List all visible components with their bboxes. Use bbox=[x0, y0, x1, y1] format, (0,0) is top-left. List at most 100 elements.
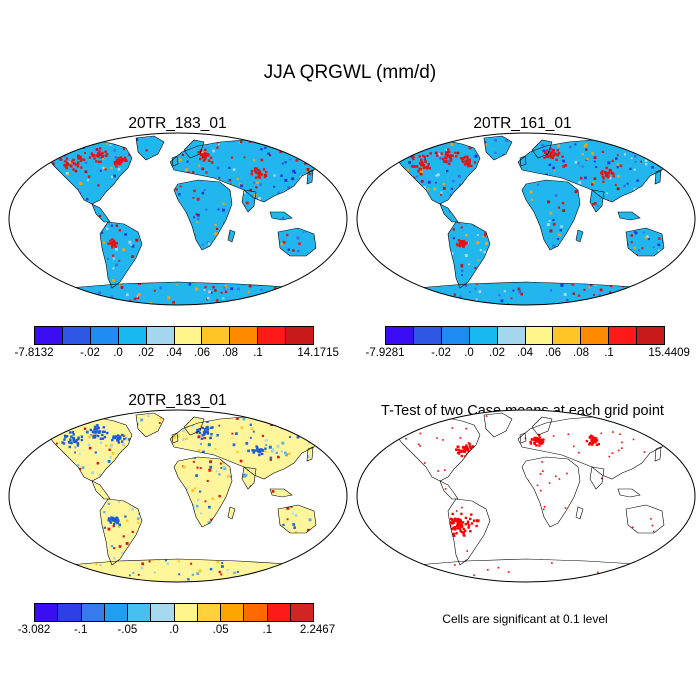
grid-cell bbox=[111, 242, 115, 245]
grid-cell bbox=[552, 435, 555, 437]
grid-cell bbox=[329, 567, 332, 570]
grid-cell bbox=[388, 563, 390, 566]
grid-cell bbox=[114, 520, 117, 523]
grid-cell bbox=[293, 171, 297, 174]
grid-cell bbox=[469, 517, 472, 521]
grid-cell bbox=[92, 154, 95, 158]
grid-cell bbox=[593, 156, 597, 159]
grid-cell bbox=[79, 155, 82, 159]
grid-cell bbox=[326, 278, 328, 280]
grid-cell bbox=[460, 226, 463, 229]
colorbar-swatch bbox=[151, 604, 175, 621]
colorbar-swatch bbox=[497, 327, 526, 344]
grid-cell bbox=[45, 138, 49, 142]
grid-cell bbox=[113, 243, 117, 246]
grid-cell bbox=[302, 231, 305, 234]
grid-cell bbox=[104, 150, 107, 153]
grid-cell bbox=[67, 144, 70, 148]
grid-cell bbox=[281, 216, 284, 219]
grid-cell bbox=[405, 139, 409, 143]
grid-cell bbox=[77, 302, 80, 305]
grid-cell bbox=[564, 164, 568, 167]
grid-cell bbox=[366, 549, 368, 551]
grid-cell bbox=[448, 150, 451, 154]
grid-cell bbox=[11, 187, 14, 190]
grid-cell bbox=[89, 434, 92, 437]
grid-cell bbox=[83, 299, 86, 302]
grid-cell bbox=[556, 238, 559, 241]
grid-cell bbox=[122, 158, 125, 161]
grid-cell bbox=[65, 172, 69, 175]
coastline bbox=[575, 506, 584, 520]
landmass bbox=[100, 222, 142, 288]
coastline bbox=[173, 179, 233, 251]
grid-cell bbox=[114, 435, 117, 438]
coastline bbox=[135, 135, 165, 161]
grid-cell bbox=[590, 284, 593, 287]
grid-cell bbox=[214, 289, 217, 292]
coastline bbox=[519, 155, 527, 167]
grid-cell bbox=[474, 287, 477, 290]
grid-cell bbox=[275, 570, 279, 574]
coastline bbox=[447, 498, 491, 566]
grid-cell bbox=[288, 290, 292, 294]
grid-cell bbox=[625, 132, 627, 134]
grid-cell bbox=[287, 248, 290, 251]
grid-cell bbox=[610, 284, 613, 288]
grid-cell bbox=[431, 292, 435, 295]
grid-cell bbox=[652, 530, 655, 533]
grid-cell bbox=[84, 170, 88, 174]
grid-cell bbox=[345, 255, 347, 257]
coastline bbox=[47, 417, 133, 482]
grid-cell bbox=[35, 168, 38, 172]
grid-cell bbox=[333, 449, 336, 452]
grid-cell bbox=[387, 569, 389, 571]
coastline bbox=[99, 221, 143, 289]
grid-cell bbox=[242, 417, 246, 421]
grid-cell bbox=[68, 136, 72, 138]
grid-cell bbox=[292, 413, 295, 414]
grid-cell bbox=[548, 219, 551, 222]
grid-cell bbox=[542, 508, 545, 511]
grid-cell bbox=[433, 187, 437, 191]
grid-cell bbox=[630, 139, 633, 143]
grid-cell bbox=[325, 278, 326, 281]
grid-cell bbox=[597, 571, 599, 574]
grid-cell bbox=[19, 448, 21, 450]
grid-cell bbox=[72, 433, 75, 436]
grid-cell bbox=[344, 271, 347, 274]
map-panel-1 bbox=[8, 132, 348, 306]
grid-cell bbox=[324, 545, 326, 549]
grid-cell bbox=[312, 417, 316, 421]
grid-cell bbox=[253, 159, 256, 162]
grid-cell bbox=[64, 435, 67, 439]
grid-cell bbox=[549, 152, 552, 155]
grid-cell bbox=[200, 437, 204, 440]
grid-cell bbox=[38, 282, 41, 285]
grid-cell bbox=[88, 446, 92, 450]
grid-cell bbox=[63, 154, 67, 157]
colorbar-label: .0 bbox=[464, 347, 474, 359]
grid-cell bbox=[209, 460, 212, 464]
grid-cell bbox=[191, 488, 195, 492]
grid-cell bbox=[284, 161, 287, 164]
grid-cell bbox=[400, 299, 403, 302]
grid-cell bbox=[194, 487, 197, 490]
grid-cell bbox=[113, 149, 116, 152]
colorbar-swatch bbox=[637, 327, 665, 344]
grid-cell bbox=[115, 161, 118, 164]
grid-cell bbox=[581, 302, 584, 305]
grid-cell bbox=[622, 139, 625, 142]
grid-cell bbox=[224, 304, 227, 305]
grid-cell bbox=[405, 579, 408, 581]
grid-cell bbox=[64, 423, 67, 425]
grid-cell bbox=[260, 288, 263, 291]
grid-cell bbox=[456, 520, 459, 523]
grid-cell bbox=[655, 422, 658, 425]
grid-cell bbox=[26, 570, 28, 572]
grid-cell bbox=[611, 305, 613, 307]
grid-cell bbox=[95, 160, 98, 163]
grid-cell bbox=[340, 279, 343, 282]
grid-cell bbox=[8, 568, 10, 570]
main-title: JJA QRGWL (mm/d) bbox=[263, 62, 437, 83]
